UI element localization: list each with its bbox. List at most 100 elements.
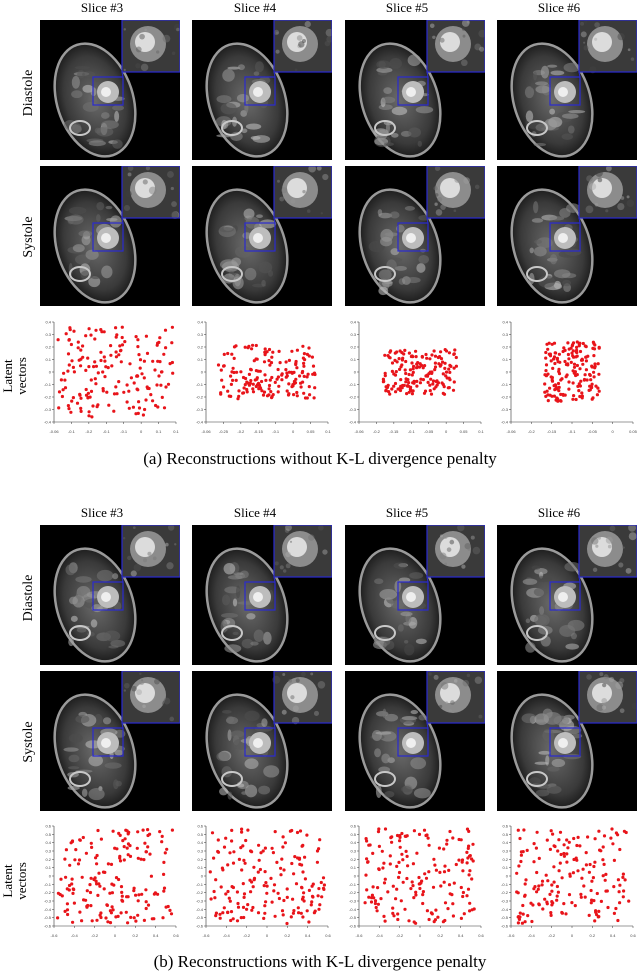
latent-point (405, 854, 409, 858)
latent-point (583, 344, 587, 348)
latent-point (127, 406, 131, 410)
latent-point (383, 371, 387, 375)
latent-point (298, 829, 303, 833)
latent-point (544, 369, 548, 373)
latent-point (72, 901, 76, 905)
latent-point (581, 362, 585, 366)
latent-point (287, 358, 291, 362)
latent-point (280, 372, 284, 376)
mri-image (497, 20, 637, 160)
latent-point (432, 857, 436, 861)
x-tick-label: -0.4 (71, 933, 79, 938)
latent-point (439, 363, 443, 367)
y-tick-label: -0.5 (501, 915, 509, 920)
scatter-points (543, 340, 601, 403)
latent-point (121, 839, 125, 843)
latent-point (567, 840, 571, 844)
latent-point (78, 838, 82, 842)
y-tick-label: -0.5 (44, 915, 52, 920)
latent-point (364, 837, 368, 841)
x-tick-label: 0.05 (307, 429, 316, 434)
y-tick-label: 0.1 (350, 357, 356, 362)
latent-point (515, 871, 519, 875)
latent-point (112, 409, 116, 413)
latent-point (68, 326, 72, 330)
latent-point (141, 828, 145, 832)
latent-point (412, 381, 416, 385)
latent-point (520, 921, 524, 925)
latent-point (219, 885, 223, 889)
scatter-axes: -0.6 -0.4 -0.2 0 0.2 0.4 0.6 0.6 0.5 0.4 0.3 0.2 0.1… (44, 824, 179, 939)
latent-point (310, 900, 314, 904)
latent-point (270, 375, 274, 380)
latent-point (597, 829, 601, 833)
latent-point (571, 871, 575, 875)
scatter-svg: -0.06 -0.1 -0.2 -0.1 -0.1 0 0.1 0.1 0.4 0.3 0.2 0.1… (44, 320, 179, 435)
latent-point (384, 389, 388, 393)
latent-point (567, 357, 571, 361)
mri-slice-graphic (40, 525, 180, 665)
latent-point (390, 387, 394, 391)
latent-point (584, 359, 588, 363)
y-tick-label: -0.3 (44, 407, 52, 412)
latent-point (605, 889, 609, 893)
y-tick-label: 0.3 (502, 849, 508, 854)
latent-point (433, 354, 438, 358)
latent-point (252, 865, 256, 869)
y-tick-label: 0.2 (502, 345, 508, 350)
latent-point (299, 911, 303, 915)
latent-point (408, 368, 412, 372)
latent-point (590, 898, 594, 902)
latent-point (253, 378, 257, 382)
latent-point (80, 875, 84, 879)
x-tick-label: -0.6 (508, 933, 516, 938)
latent-point (388, 350, 392, 354)
latent-point (395, 864, 399, 868)
latent-point (124, 910, 128, 914)
latent-point (454, 364, 458, 368)
latent-point (518, 911, 522, 915)
x-tick-label: 0 (612, 429, 615, 434)
latent-point (591, 396, 595, 400)
latent-point (79, 406, 83, 410)
latent-point (136, 899, 140, 903)
latent-point (242, 915, 246, 920)
latent-point (293, 855, 297, 859)
x-tick-label: 0.4 (153, 933, 159, 938)
latent-point (96, 371, 100, 375)
latent-point (100, 330, 104, 334)
latent-point (553, 844, 557, 849)
latent-point (136, 411, 140, 415)
latent-point (543, 382, 547, 386)
latent-point (144, 888, 148, 892)
latent-point (292, 393, 296, 397)
latent-point (447, 883, 452, 887)
mri-slice-graphic (40, 20, 180, 160)
latent-point (108, 891, 112, 895)
latent-point (452, 352, 456, 356)
latent-point (94, 382, 98, 386)
latent-point (459, 885, 463, 890)
x-tick-label: -0.6 (51, 933, 59, 938)
latent-point (112, 883, 116, 887)
latent-point (383, 827, 388, 831)
latent-point (432, 920, 436, 924)
y-tick-label: -0.6 (44, 924, 52, 929)
latent-point (124, 828, 128, 832)
latent-point (425, 909, 429, 913)
latent-point (425, 374, 430, 378)
latent-point (273, 380, 277, 384)
y-tick-label: -0.3 (501, 407, 509, 412)
latent-point (229, 382, 233, 386)
latent-point (317, 887, 321, 891)
latent-point (300, 863, 304, 867)
latent-point (56, 338, 60, 342)
x-tick-label: -0.6 (356, 933, 364, 938)
latent-point (593, 364, 597, 368)
latent-point (371, 851, 375, 855)
latent-point (71, 396, 75, 400)
latent-point (270, 900, 274, 904)
latent-point (160, 395, 164, 399)
latent-point (393, 373, 398, 377)
mri-slice-graphic (40, 166, 180, 306)
